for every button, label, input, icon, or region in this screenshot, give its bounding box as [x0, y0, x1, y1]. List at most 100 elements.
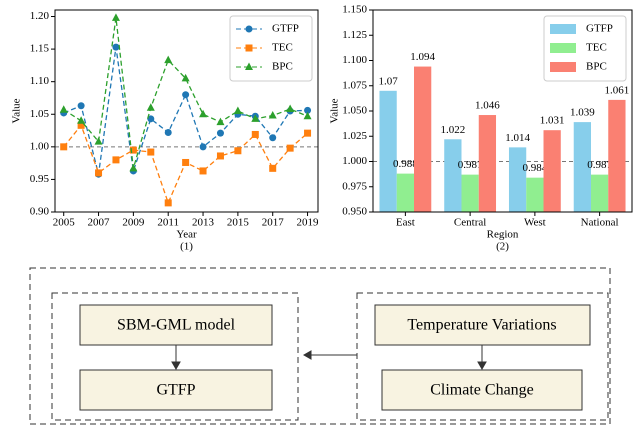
- value-label: 1.031: [540, 115, 565, 127]
- value-label: 1.046: [475, 100, 500, 112]
- arrow-head: [477, 361, 487, 371]
- marker: [233, 106, 242, 114]
- legend: [229, 15, 313, 82]
- marker: [216, 152, 224, 160]
- marker: [94, 137, 103, 145]
- marker: [59, 105, 68, 113]
- legend-swatch: [550, 24, 576, 34]
- bar: [379, 90, 397, 212]
- marker: [268, 111, 277, 119]
- legend-label: GTFP: [272, 23, 299, 35]
- marker: [146, 103, 155, 111]
- x-tick-label: 2009: [122, 217, 145, 229]
- axes-frame: [54, 9, 319, 213]
- marker: [112, 43, 120, 51]
- node-label: Temperature Variations: [407, 317, 556, 334]
- legend-label: TEC: [272, 42, 293, 54]
- marker: [251, 114, 260, 122]
- bar: [573, 122, 591, 212]
- value-label: 0.984: [523, 162, 548, 174]
- marker: [182, 91, 190, 99]
- value-label: 1.07: [378, 75, 398, 87]
- bar: [444, 139, 462, 212]
- node-box: [79, 304, 273, 346]
- value-label: 1.014: [505, 132, 530, 144]
- marker: [245, 44, 253, 52]
- y-axis-label: Value: [329, 98, 341, 123]
- right-frame: [356, 292, 609, 421]
- legend-label: GTFP: [586, 23, 613, 35]
- value-label: 1.061: [605, 84, 630, 96]
- node-box: [374, 304, 591, 346]
- node-label: GTFP: [156, 382, 195, 399]
- line: [63, 17, 308, 169]
- marker: [269, 134, 277, 142]
- node: GTFP: [79, 369, 273, 411]
- bar: [608, 99, 626, 212]
- marker: [129, 146, 137, 154]
- x-axis-label: Year: [176, 229, 197, 241]
- marker: [95, 169, 103, 177]
- x-tick-label: East: [396, 217, 415, 229]
- y-tick-label: 1.10: [30, 75, 50, 87]
- outer-frame: [29, 267, 611, 425]
- marker: [181, 73, 190, 82]
- node: SBM-GML model: [79, 304, 273, 346]
- node-box: [79, 369, 273, 411]
- marker: [216, 129, 224, 137]
- value-label: 0.987: [458, 159, 483, 171]
- x-tick-label: Central: [454, 217, 486, 229]
- marker: [234, 147, 242, 155]
- marker: [199, 143, 207, 151]
- legend-label: TEC: [586, 42, 607, 54]
- x-tick-label: 2007: [88, 217, 111, 229]
- y-tick-label: 1.150: [342, 4, 367, 16]
- marker: [286, 104, 295, 113]
- marker: [164, 129, 172, 137]
- marker: [304, 106, 312, 114]
- bar: [414, 66, 432, 212]
- marker: [251, 130, 259, 138]
- marker: [112, 156, 120, 164]
- y-tick-label: 0.95: [30, 173, 50, 185]
- y-tick-label: 1.100: [342, 54, 367, 66]
- legend-swatch: [550, 43, 576, 53]
- y-tick-label: 1.075: [342, 79, 367, 91]
- marker: [269, 164, 277, 172]
- y-axis-label: Value: [11, 98, 23, 123]
- x-tick-label: 2019: [297, 217, 320, 229]
- x-tick-label: 2015: [227, 217, 250, 229]
- value-label: 0.988: [393, 158, 418, 170]
- x-tick-label: West: [524, 217, 546, 229]
- bar: [590, 174, 609, 212]
- y-tick-label: 1.15: [30, 43, 50, 55]
- marker: [199, 109, 208, 118]
- bar: [508, 147, 527, 212]
- line: [63, 47, 308, 175]
- value-label: 1.094: [410, 51, 435, 63]
- legend-label: BPC: [272, 61, 293, 73]
- y-tick-label: 1.20: [30, 10, 50, 22]
- value-label: 0.987: [587, 159, 612, 171]
- y-tick-label: 1.050: [342, 105, 367, 117]
- marker: [77, 121, 85, 129]
- y-tick-label: 1.05: [30, 108, 50, 120]
- y-tick-label: 1.125: [342, 29, 367, 41]
- y-tick-label: 0.90: [30, 206, 50, 218]
- bar: [396, 173, 415, 212]
- bar: [543, 130, 561, 212]
- x-tick-label: 2005: [53, 217, 76, 229]
- marker: [147, 115, 155, 123]
- marker: [245, 25, 253, 33]
- arrows: [171, 345, 487, 371]
- arrow-head: [171, 361, 181, 371]
- marker: [303, 111, 312, 120]
- marker: [129, 163, 138, 172]
- y-tick-label: 0.950: [342, 206, 367, 218]
- marker: [77, 116, 86, 124]
- node: Temperature Variations: [374, 304, 591, 346]
- x-tick-label: National: [581, 217, 619, 229]
- x-tick-label: 2011: [157, 217, 179, 229]
- legend-label: BPC: [586, 61, 607, 73]
